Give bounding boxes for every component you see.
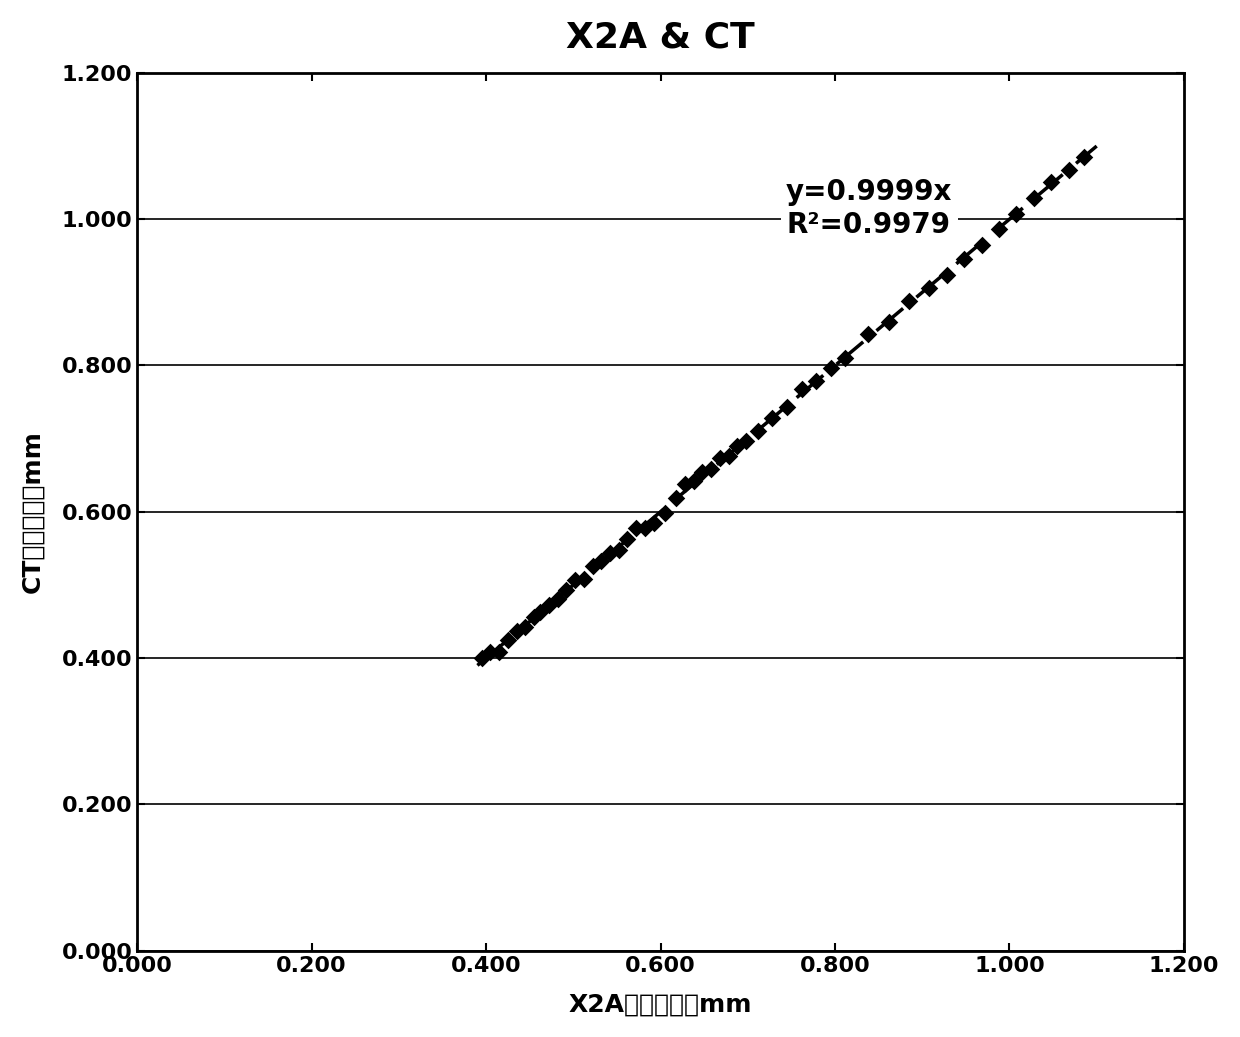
Point [516,619,536,636]
Point [936,267,956,283]
X-axis label: X2A测试数据：mm: X2A测试数据：mm [569,992,753,1016]
Point [609,542,629,559]
Point [1024,190,1044,206]
Title: X2A & CT: X2A & CT [567,21,755,55]
Point [531,605,551,621]
Point [583,558,603,574]
Point [777,399,797,416]
Point [548,590,568,607]
Point [574,570,594,587]
Point [879,314,899,331]
Point [635,520,655,536]
Point [821,360,841,376]
Point [1059,162,1079,178]
Point [644,515,663,532]
Point [507,622,527,639]
Point [763,410,782,426]
Point [919,279,939,296]
Point [702,460,722,477]
Point [858,326,878,342]
Point [1007,206,1027,223]
Point [675,476,694,493]
Point [1042,174,1061,191]
Point [472,649,492,666]
Point [836,349,856,366]
Y-axis label: CT测试数据：mm: CT测试数据：mm [21,430,45,593]
Point [990,220,1009,236]
Point [481,644,501,661]
Point [899,293,919,310]
Point [737,432,756,449]
Point [749,423,769,440]
Point [711,450,730,467]
Point [666,489,686,506]
Point [600,544,620,561]
Point [728,438,748,454]
Point [692,464,712,480]
Point [719,447,739,464]
Point [498,632,518,648]
Point [525,609,544,625]
Point [618,531,637,548]
Point [591,553,611,569]
Point [1074,149,1094,166]
Point [955,250,975,267]
Point [806,372,826,389]
Text: y=0.9999x
R²=0.9979: y=0.9999x R²=0.9979 [786,178,952,239]
Point [539,597,559,614]
Point [565,571,585,588]
Point [490,643,510,660]
Point [972,236,992,253]
Point [557,581,577,597]
Point [655,505,675,522]
Point [792,382,812,398]
Point [626,520,646,536]
Point [683,473,703,489]
